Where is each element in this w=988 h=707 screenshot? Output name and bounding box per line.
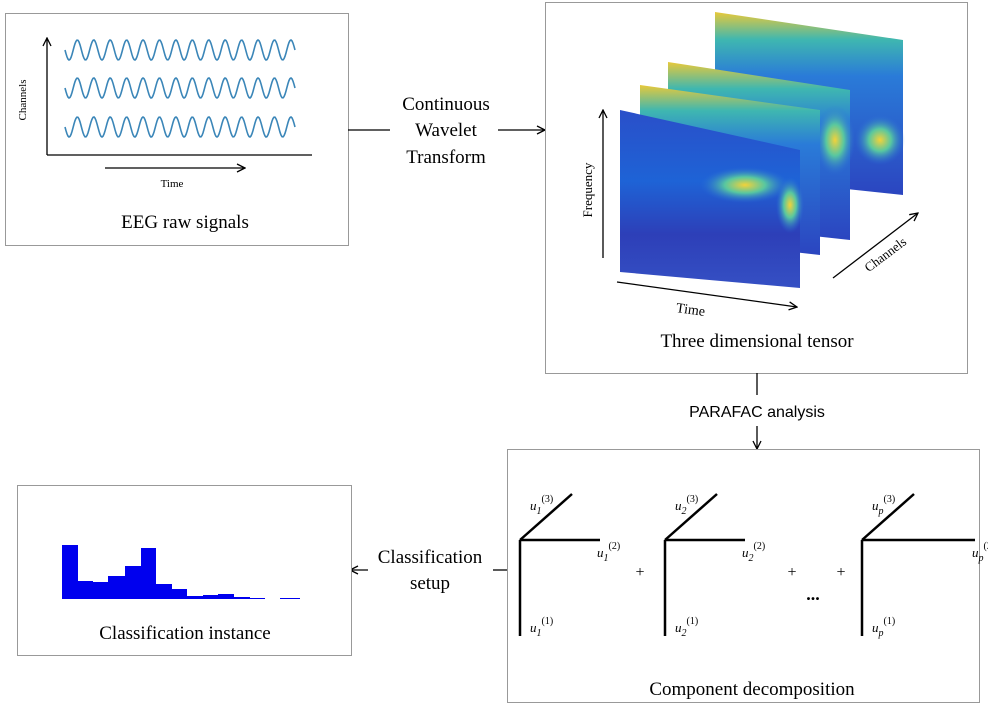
spectrogram-blob xyxy=(776,177,804,233)
components: u1(3)u1(2)u1(1)u2(3)u2(2)u2(1)up(3)up(2)… xyxy=(518,493,988,639)
mode-index: (2) xyxy=(984,541,988,552)
operator: + xyxy=(635,564,644,581)
signal-waves xyxy=(64,39,296,138)
wave xyxy=(64,77,296,99)
bar xyxy=(125,566,141,599)
decomposition-caption: Component decomposition xyxy=(649,679,855,700)
bar xyxy=(250,598,265,599)
transform-label: Wavelet xyxy=(415,120,477,141)
axis xyxy=(861,493,915,541)
component-label: up(1) xyxy=(872,616,895,639)
bar xyxy=(78,581,93,599)
vector-name: u xyxy=(742,545,749,560)
component-label: u2(3) xyxy=(675,494,698,517)
spectrogram-stack xyxy=(620,12,905,288)
instance-caption: Classification instance xyxy=(99,623,270,644)
vector-name: u xyxy=(972,545,979,560)
vector-index: 1 xyxy=(537,506,542,517)
vector-name: u xyxy=(530,620,537,635)
vector-name: u xyxy=(530,498,537,513)
mode-index: (3) xyxy=(687,494,699,505)
vector-index: 1 xyxy=(537,628,542,639)
vector-index: 2 xyxy=(682,506,687,517)
time-label: Time xyxy=(161,178,184,190)
analysis-label: PARAFAC analysis xyxy=(689,404,825,421)
component-label: up(3) xyxy=(872,494,895,517)
bar xyxy=(218,594,234,599)
component-label: up(2) xyxy=(972,541,988,564)
vector-index: p xyxy=(878,506,884,517)
mode-index: (2) xyxy=(609,541,621,552)
wave xyxy=(64,116,296,138)
ellipsis: ... xyxy=(806,584,820,604)
setup-label: setup xyxy=(410,573,450,594)
bar xyxy=(280,598,300,599)
component-label: u2(1) xyxy=(675,616,698,639)
raw-signals-box xyxy=(5,13,349,246)
operator: + xyxy=(836,564,845,581)
channels-label: Channels xyxy=(17,80,29,121)
bar xyxy=(203,595,218,599)
vector-name: u xyxy=(597,545,604,560)
vector-index: 2 xyxy=(749,553,754,564)
vector-index: 2 xyxy=(682,628,687,639)
component-label: u1(3) xyxy=(530,494,553,517)
wave xyxy=(64,39,296,61)
mode-index: (1) xyxy=(884,616,896,627)
mode-index: (3) xyxy=(542,494,554,505)
time-arrow xyxy=(616,281,797,307)
vector-name: u xyxy=(675,620,682,635)
channels-arrow xyxy=(832,213,918,279)
vector-name: u xyxy=(872,498,879,513)
bar xyxy=(93,582,108,599)
spectrogram xyxy=(620,110,800,288)
mode-index: (1) xyxy=(687,616,699,627)
component-label: u2(2) xyxy=(742,541,765,564)
spectrogram-blob xyxy=(815,105,855,175)
transform-label: Continuous xyxy=(402,94,490,115)
setup-label: Classification xyxy=(378,547,483,568)
histogram-illustration xyxy=(62,545,300,599)
time-label: Time xyxy=(675,301,706,320)
bar xyxy=(234,597,250,599)
bar xyxy=(172,589,187,599)
raw-signals-caption: EEG raw signals xyxy=(121,212,249,233)
axis xyxy=(664,493,718,541)
vector-index: p xyxy=(878,628,884,639)
decomposition-box xyxy=(507,449,980,703)
bar xyxy=(187,596,203,599)
spectrogram-blob xyxy=(855,115,905,165)
bar xyxy=(62,545,78,599)
vector-name: u xyxy=(675,498,682,513)
axis xyxy=(519,493,573,541)
vector-index: 1 xyxy=(604,553,609,564)
frequency-label: Frequency xyxy=(580,162,595,217)
operator: + xyxy=(787,564,796,581)
bar xyxy=(156,584,172,599)
component-label: u1(1) xyxy=(530,616,553,639)
transform-label: Transform xyxy=(406,147,486,168)
vector-name: u xyxy=(872,620,879,635)
bar xyxy=(108,576,125,599)
bar xyxy=(141,548,156,599)
tensor-caption: Three dimensional tensor xyxy=(660,331,854,352)
mode-index: (3) xyxy=(884,494,896,505)
component-label: u1(2) xyxy=(597,541,620,564)
spectrogram-blob xyxy=(700,167,790,203)
mode-index: (2) xyxy=(754,541,766,552)
vector-index: p xyxy=(978,553,984,564)
mode-index: (1) xyxy=(542,616,554,627)
